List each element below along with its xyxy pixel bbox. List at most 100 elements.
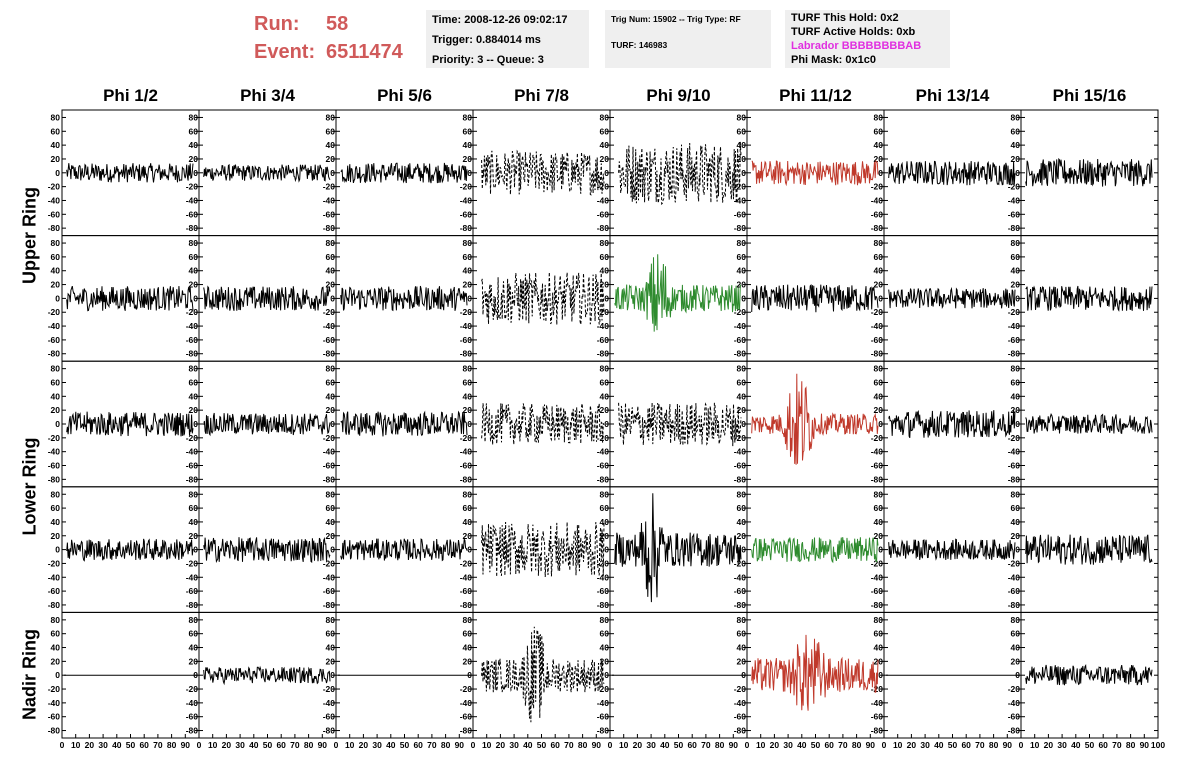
y-tick-label: 40 [600, 140, 610, 150]
y-tick-label: -60 [1008, 209, 1021, 219]
y-tick-label: 0 [741, 419, 746, 429]
waveform-trace [481, 272, 605, 325]
y-tick-label: 80 [189, 112, 199, 122]
y-tick-label: 60 [463, 377, 473, 387]
y-tick-label: -40 [186, 572, 199, 582]
y-tick-label: 0 [55, 168, 60, 178]
waveform-trace [481, 149, 605, 196]
waveform-panel: 80 60 40 20 0 -20 -40 -60 -80 [335, 360, 474, 488]
y-tick-label: 20 [51, 280, 61, 290]
y-tick-label: -80 [597, 474, 610, 484]
y-tick-label: 20 [737, 405, 747, 415]
waveform-panel: 80 60 40 20 0 -20 -40 -60 -80 [335, 235, 474, 362]
y-tick-label: -60 [460, 712, 473, 722]
y-tick-label: -80 [1008, 474, 1021, 484]
y-tick-label: 80 [600, 364, 610, 374]
y-tick-label: 60 [1011, 126, 1021, 136]
x-tick-label: 70 [290, 740, 300, 750]
y-tick-label: 60 [600, 377, 610, 387]
y-tick-label: -40 [1008, 447, 1021, 457]
y-tick-label: 40 [189, 266, 199, 276]
y-tick-label: 0 [1015, 168, 1020, 178]
y-tick-label: 40 [326, 517, 336, 527]
waveform-trace [481, 521, 605, 578]
y-tick-label: 40 [737, 140, 747, 150]
x-tick-label: 50 [948, 740, 958, 750]
y-tick-label: 40 [737, 391, 747, 401]
y-tick-label: 0 [55, 293, 60, 303]
y-tick-label: -80 [460, 349, 473, 359]
y-tick-label: 60 [737, 252, 747, 262]
x-tick-label: 90 [1003, 740, 1013, 750]
run-label: Run: [254, 13, 300, 35]
y-tick-label: -80 [323, 474, 336, 484]
y-tick-label: -80 [48, 349, 61, 359]
y-tick-label: 0 [878, 670, 883, 680]
y-tick-label: 60 [737, 503, 747, 513]
y-tick-label: 80 [326, 112, 336, 122]
y-tick-label: 60 [463, 252, 473, 262]
waveform-panel: 0 10 20 30 40 50 60 70 80 90 100 [1019, 611, 1165, 750]
column-header: Phi 1/2 [103, 86, 158, 105]
turf-box: TURF This Hold: 0x2 TURF Active Holds: 0… [785, 10, 950, 68]
y-tick-label: -60 [1008, 712, 1021, 722]
y-tick-label: 0 [878, 293, 883, 303]
waveform-panel [1020, 360, 1159, 488]
waveform-trace [614, 254, 742, 332]
y-tick-label: 40 [600, 517, 610, 527]
y-tick-label: 60 [326, 503, 336, 513]
x-tick-label: 40 [660, 740, 670, 750]
y-tick-label: -20 [734, 684, 747, 694]
y-tick-label: 60 [874, 503, 884, 513]
y-tick-label: -40 [871, 321, 884, 331]
y-tick-label: 60 [600, 629, 610, 639]
y-tick-label: -40 [48, 698, 61, 708]
waveform-panel: 80 60 40 20 0 -20 -40 -60 -80 [746, 486, 885, 613]
x-tick-label: 20 [359, 740, 369, 750]
y-tick-label: -20 [48, 558, 61, 568]
y-tick-label: -60 [323, 461, 336, 471]
waveform-panel: 80 60 40 20 0 -20 -40 -60 -80 [472, 486, 611, 613]
waveform-trace [618, 141, 742, 206]
y-tick-label: -80 [1008, 349, 1021, 359]
y-tick-label: 80 [326, 489, 336, 499]
y-tick-label: -40 [597, 321, 610, 331]
y-tick-label: -40 [734, 195, 747, 205]
y-tick-label: -20 [460, 182, 473, 192]
y-tick-label: -80 [323, 726, 336, 736]
y-tick-label: 40 [51, 517, 61, 527]
y-tick-label: -60 [871, 712, 884, 722]
waveform-trace [66, 411, 194, 437]
y-tick-label: 0 [1015, 293, 1020, 303]
waveform-trace [481, 403, 605, 445]
y-tick-label: -80 [186, 600, 199, 610]
y-tick-label: 40 [463, 140, 473, 150]
y-tick-label: -40 [48, 447, 61, 457]
y-tick-label: 40 [1011, 266, 1021, 276]
waveform-trace [203, 665, 331, 686]
y-tick-label: -40 [186, 698, 199, 708]
y-tick-label: 80 [326, 615, 336, 625]
y-tick-label: 20 [51, 154, 61, 164]
y-tick-label: -40 [1008, 321, 1021, 331]
waveform-trace [66, 285, 194, 312]
y-tick-label: -40 [871, 698, 884, 708]
x-tick-label: 10 [756, 740, 766, 750]
x-tick-label: 30 [783, 740, 793, 750]
y-tick-label: -40 [734, 698, 747, 708]
y-tick-label: 80 [600, 238, 610, 248]
waveform-panel: 80 60 40 20 0 -20 -40 -60 -80 [883, 360, 1022, 488]
waveform-trace [340, 410, 468, 437]
x-tick-label: 70 [427, 740, 437, 750]
y-tick-label: -80 [597, 726, 610, 736]
y-tick-label: 20 [463, 280, 473, 290]
y-tick-label: -40 [48, 572, 61, 582]
y-tick-label: -40 [460, 321, 473, 331]
y-tick-label: 40 [600, 391, 610, 401]
y-tick-label: -80 [460, 726, 473, 736]
y-tick-label: 60 [737, 126, 747, 136]
x-tick-label: 70 [564, 740, 574, 750]
y-tick-label: 20 [737, 531, 747, 541]
y-tick-label: 0 [193, 168, 198, 178]
x-tick-label: 10 [1030, 740, 1040, 750]
